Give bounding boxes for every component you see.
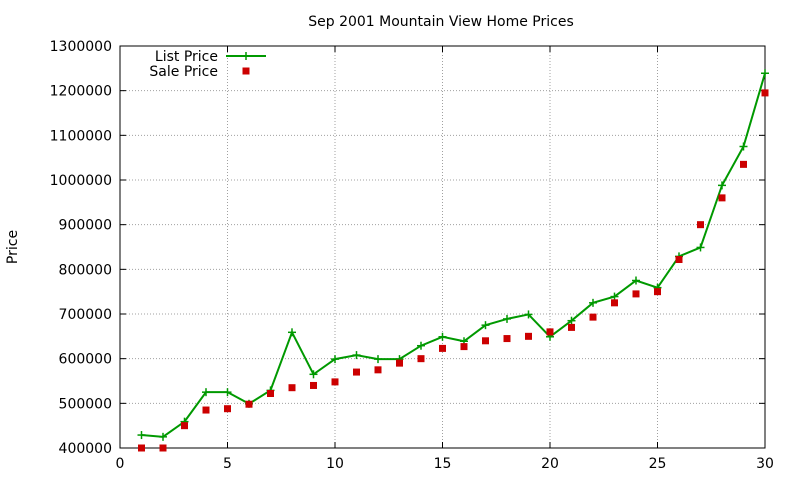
sale-price-point (331, 378, 339, 386)
y-tick-label: 500000 (59, 396, 112, 412)
sale-price-point (181, 422, 188, 430)
sale-price-point (202, 406, 210, 414)
sale-price-point (288, 384, 296, 392)
list-price-point (739, 142, 748, 151)
y-tick-label: 1300000 (50, 39, 112, 55)
x-tick-label: 0 (116, 456, 125, 472)
legend-cross (242, 52, 250, 60)
list-price-point (524, 310, 533, 319)
sale-price-point (525, 332, 532, 340)
legend-marker-sale-price (242, 67, 250, 75)
list-price-line (141, 72, 766, 438)
sale-price-point (159, 444, 167, 452)
list-price-point (567, 316, 576, 325)
sale-price-point (761, 89, 769, 97)
y-tick-label: 600000 (59, 352, 112, 368)
sale-price-point (138, 444, 145, 452)
list-price-point (159, 432, 167, 441)
legend-label-sale-price: Sale Price (149, 64, 218, 80)
x-tick-label: 15 (434, 456, 452, 472)
list-price-point (481, 321, 490, 330)
sale-price-point (439, 344, 446, 352)
sale-price-point (310, 381, 317, 389)
list-price-point (223, 388, 232, 397)
sale-price-point (374, 366, 382, 374)
y-tick-label: 1200000 (50, 84, 112, 100)
sale-price-point (503, 335, 511, 343)
legend-label-list-price: List Price (155, 49, 218, 65)
sale-price-point (611, 299, 618, 307)
grid-layer (120, 46, 765, 448)
y-tick-label: 400000 (59, 441, 112, 457)
sale-price-point (589, 313, 597, 321)
sale-price-point (632, 290, 640, 298)
sale-price-point (718, 194, 726, 202)
ticks-layer: 0 5 10 15 20 25 30 400000 500000 600000 700000 8000… (50, 39, 774, 472)
y-tick-label: 1000000 (50, 173, 112, 189)
sale-price-point (654, 288, 661, 296)
series-layer (137, 69, 769, 452)
list-price-point (438, 332, 447, 341)
legend-marker-list-price (242, 52, 250, 60)
x-tick-label: 10 (326, 456, 344, 472)
y-tick-label: 1100000 (50, 128, 112, 144)
list-price-point (610, 292, 619, 301)
sale-price-point (353, 368, 360, 376)
list-price-point (589, 298, 597, 307)
sale-price-point (740, 160, 747, 168)
list-price-point (503, 314, 511, 323)
list-price-point (288, 328, 296, 337)
sale-price-point (697, 221, 704, 229)
list-price-point (632, 276, 640, 285)
x-tick-label: 5 (223, 456, 232, 472)
sale-price-point (568, 323, 575, 331)
sale-price-point (245, 400, 253, 408)
y-tick-label: 900000 (59, 218, 112, 234)
legend: List Price Sale Price (149, 49, 266, 80)
x-tick-label: 25 (649, 456, 667, 472)
list-price-point (696, 243, 705, 252)
chart-title: Sep 2001 Mountain View Home Prices (308, 14, 574, 30)
y-axis-label: Price (5, 230, 21, 264)
y-tick-label: 800000 (59, 262, 112, 278)
sale-price-point (482, 337, 489, 345)
sale-price-point (675, 256, 683, 264)
sale-price-point (417, 355, 425, 363)
list-price-point (202, 388, 210, 397)
list-price-point (137, 431, 146, 440)
sale-price-point (267, 390, 274, 398)
sale-price-point (396, 359, 403, 367)
x-tick-label: 30 (756, 456, 774, 472)
list-price-point (352, 351, 361, 360)
sale-price-point (546, 328, 554, 336)
list-price-point (309, 370, 318, 379)
x-tick-label: 20 (541, 456, 559, 472)
list-price-point (417, 341, 425, 350)
list-price-point (718, 181, 726, 190)
y-tick-label: 700000 (59, 307, 112, 323)
list-price-point (761, 69, 769, 78)
sale-price-point (460, 343, 468, 351)
list-price-point (374, 355, 382, 364)
sale-price-point (224, 405, 231, 413)
list-price-point (331, 355, 339, 364)
